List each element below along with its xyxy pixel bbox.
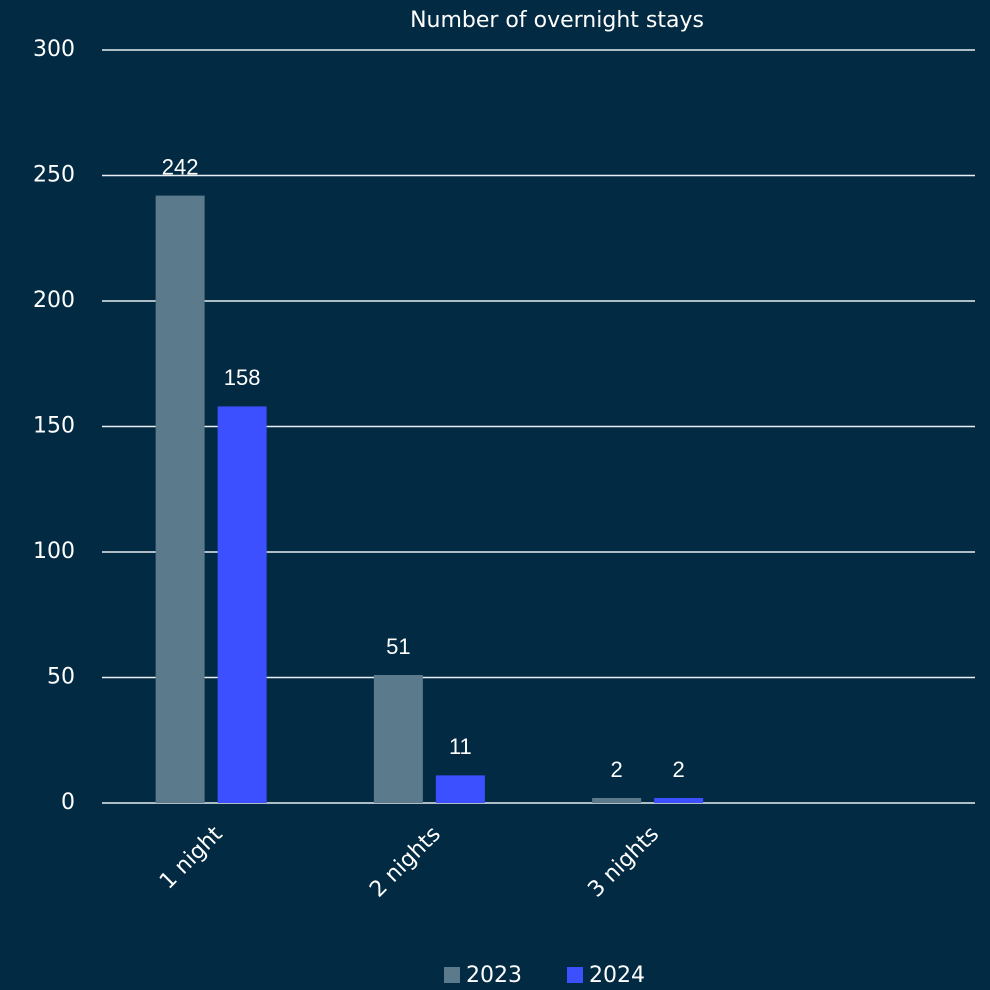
bar — [435, 775, 485, 803]
legend-swatch — [567, 967, 583, 983]
y-tick-label: 300 — [33, 37, 75, 62]
legend-swatch — [444, 967, 460, 983]
y-tick-label: 50 — [47, 665, 75, 690]
value-label: 11 — [449, 734, 472, 759]
y-tick-label: 0 — [61, 790, 75, 815]
value-label: 2 — [611, 757, 623, 782]
bar — [155, 195, 205, 803]
y-tick-label: 250 — [33, 163, 75, 188]
chart-title: Number of overnight stays — [410, 8, 704, 33]
y-tick-label: 100 — [33, 539, 75, 564]
y-tick-label: 150 — [33, 414, 75, 439]
bar — [373, 674, 423, 803]
y-tick-label: 200 — [33, 288, 75, 313]
legend-label: 2023 — [466, 963, 522, 988]
value-label: 2 — [673, 757, 685, 782]
bar — [592, 797, 642, 803]
legend-label: 2024 — [589, 963, 645, 988]
bar — [654, 797, 704, 803]
bar — [217, 406, 267, 803]
value-label: 158 — [224, 365, 261, 390]
value-label: 242 — [162, 154, 199, 179]
value-label: 51 — [386, 634, 410, 659]
